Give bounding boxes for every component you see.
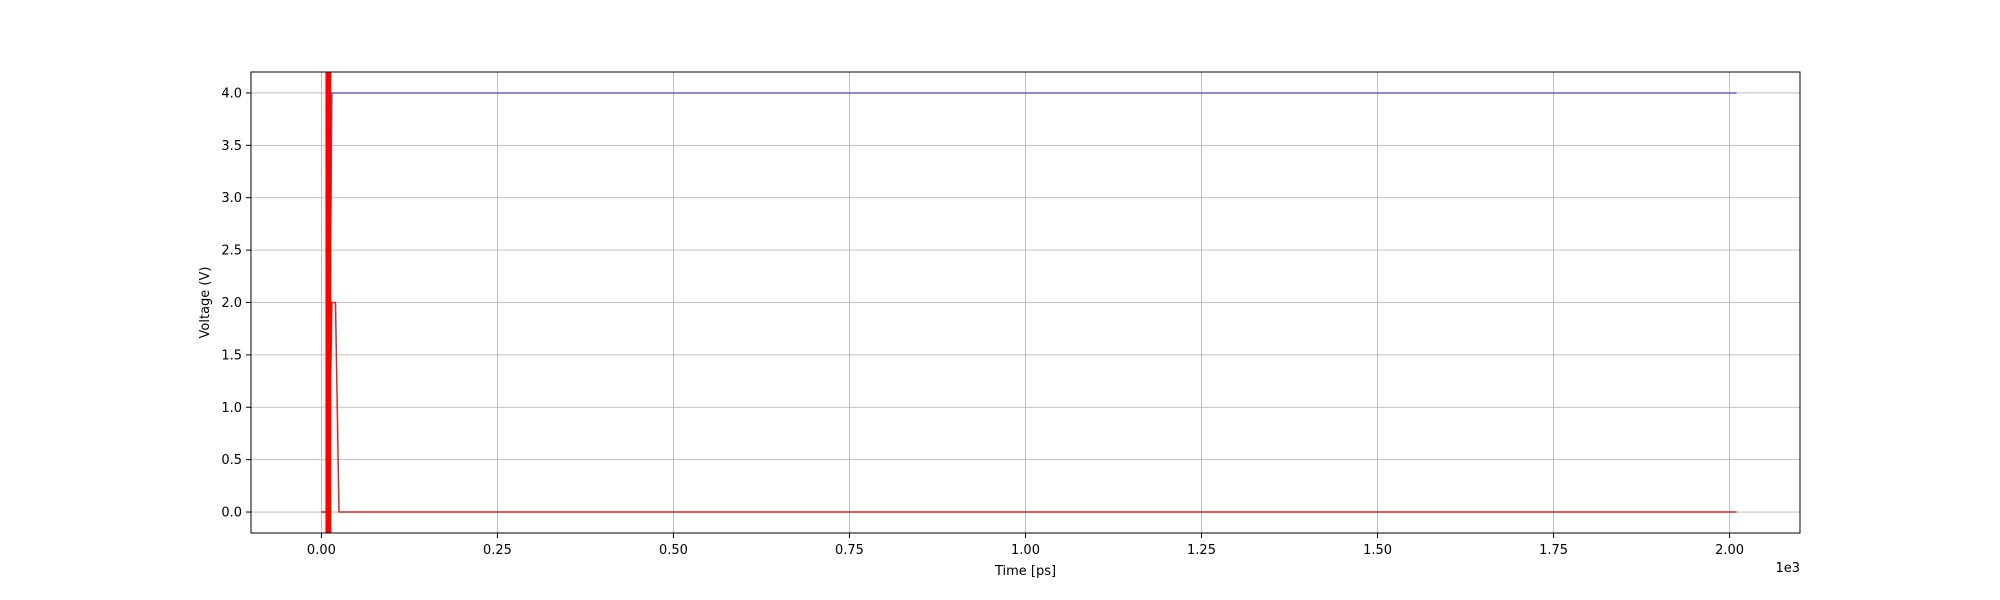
y-tick-label: 1.0 <box>221 401 242 416</box>
x-tick-label: 0.50 <box>659 543 688 558</box>
y-axis-label: Voltage (V) <box>198 267 213 339</box>
grid-lines <box>251 72 1800 533</box>
y-tick-label: 4.0 <box>221 86 242 101</box>
y-tick-label: 3.5 <box>221 139 242 154</box>
x-axis-label: Time [ps] <box>994 564 1056 579</box>
y-tick-label: 0.5 <box>221 453 242 468</box>
x-tick-label: 1.00 <box>1011 543 1040 558</box>
x-tick-label: 0.25 <box>483 543 512 558</box>
y-tick-label: 2.5 <box>221 244 242 259</box>
y-axis-ticks: 0.0 0.5 1.0 1.5 2.0 2.5 3.0 3.5 4.0 <box>221 86 251 521</box>
x-tick-label: 0.75 <box>835 543 864 558</box>
y-tick-label: 2.0 <box>221 296 242 311</box>
y-tick-label: 3.0 <box>221 191 242 206</box>
x-tick-label: 2.00 <box>1715 543 1744 558</box>
y-tick-label: 1.5 <box>221 348 242 363</box>
y-tick-label: 0.0 <box>221 506 242 521</box>
x-tick-label: 1.50 <box>1363 543 1392 558</box>
x-tick-label: 1.75 <box>1539 543 1568 558</box>
x-axis-ticks: 0.00 0.25 0.50 0.75 1.00 1.25 1.50 1.75 2.00 <box>307 533 1744 558</box>
x-axis-offset-text: 1e3 <box>1775 561 1800 576</box>
x-tick-label: 0.00 <box>307 543 336 558</box>
x-tick-label: 1.25 <box>1187 543 1216 558</box>
series-lines <box>321 72 1737 533</box>
